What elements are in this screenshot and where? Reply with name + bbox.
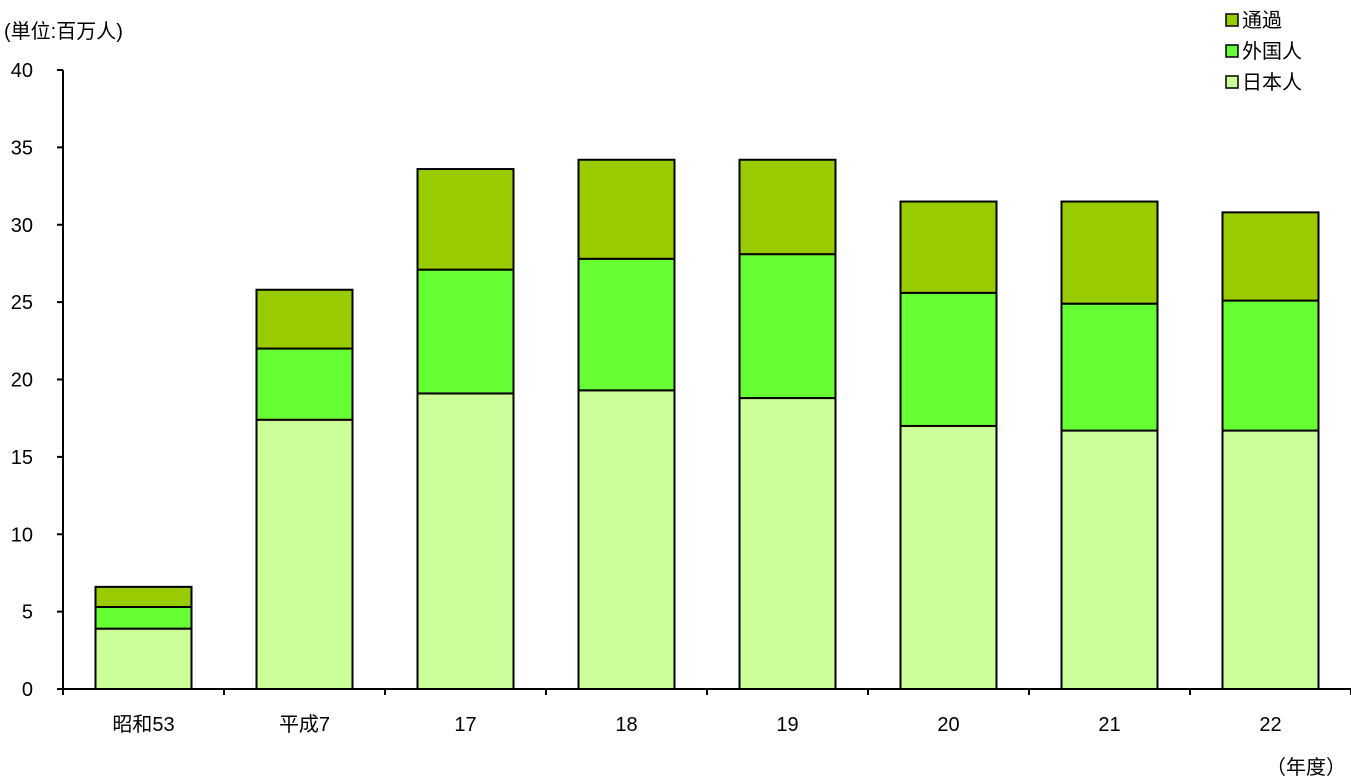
y-tick-label: 40 [11,60,33,82]
bar-segment-transit [416,168,515,271]
legend-swatch [1225,44,1239,58]
bar-segment-transit [1221,211,1320,302]
labels-layer: 0 5 10 15 20 25 30 35 40 昭和53 平成7 17 18 19 20 21 22 (単位:百… [4,20,1346,779]
x-tick-label: 21 [1098,714,1120,736]
bar-segment-japanese [577,389,676,690]
bar-segment-transit [899,200,998,294]
legend-swatch [1225,75,1239,89]
bar-segment-japanese [738,397,837,690]
bar-segment-foreign [1060,302,1159,432]
x-tick-label: 昭和53 [112,713,174,736]
x-tick-label: 20 [937,714,959,736]
bar-segment-foreign [255,347,354,421]
x-tick-label: 17 [454,714,476,736]
bar-segment-foreign [416,268,515,395]
legend-label: 日本人 [1242,71,1302,94]
bars-layer [94,158,1320,691]
x-tick-label: 19 [776,714,798,736]
legend-swatch [1225,13,1239,27]
bar-segment-japanese [255,418,354,690]
bar-segment-transit [738,158,837,256]
bar-segment-japanese [94,627,193,691]
bar-segment-foreign [94,605,193,630]
y-tick-label: 10 [11,524,33,546]
bar-segment-japanese [899,424,998,690]
x-tick-label: 22 [1259,714,1281,736]
bar-segment-foreign [899,291,998,427]
y-tick-label: 0 [22,679,33,701]
legend-label: 通過 [1242,9,1282,32]
y-unit-label: (単位:百万人) [4,20,123,43]
y-tick-label: 15 [11,447,33,469]
bar-segment-foreign [577,257,676,392]
bar-segment-transit [577,158,676,260]
bar-segment-japanese [416,392,515,690]
bar-segment-japanese [1060,429,1159,690]
bar-segment-transit [1060,200,1159,305]
bar-segment-japanese [1221,429,1320,690]
bar-segment-foreign [738,253,837,400]
y-tick-label: 5 [22,602,33,624]
x-tick-label: 平成7 [279,713,330,736]
bar-segment-transit [94,585,193,608]
bar-segment-foreign [1221,299,1320,432]
bar-segment-transit [255,288,354,350]
x-tick-label: 18 [615,714,637,736]
y-tick-label: 30 [11,215,33,237]
y-tick-label: 20 [11,370,33,392]
y-tick-label: 35 [11,137,33,159]
legend-label: 外国人 [1242,40,1302,63]
x-unit-label: （年度） [1266,756,1346,779]
y-tick-label: 25 [11,292,33,314]
